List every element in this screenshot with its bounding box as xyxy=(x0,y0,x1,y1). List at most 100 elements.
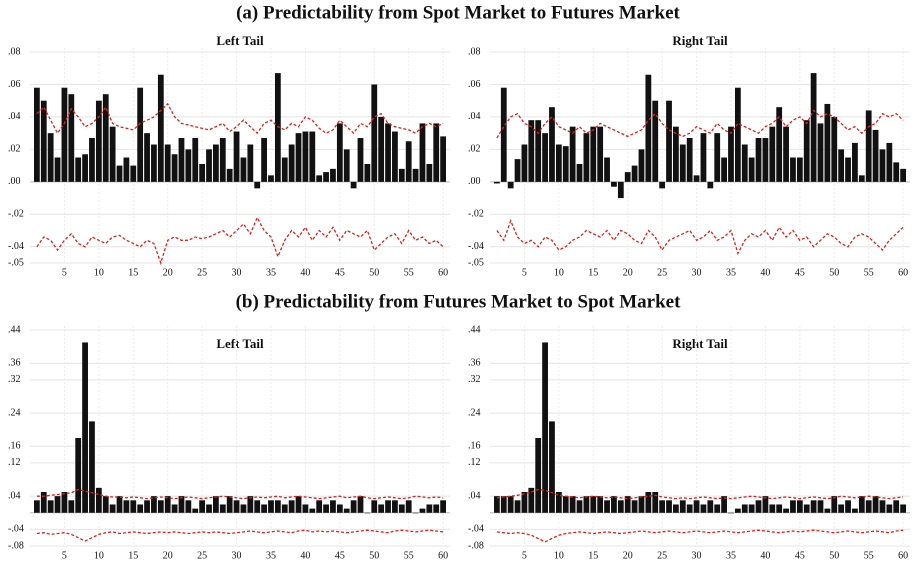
bar xyxy=(597,496,604,513)
bar xyxy=(412,512,419,514)
bar xyxy=(535,438,542,513)
bar xyxy=(748,504,755,513)
bar xyxy=(185,500,192,513)
bar xyxy=(604,500,610,513)
x-tick-label: 5 xyxy=(62,267,67,278)
y-tick-label: -.04 xyxy=(8,524,24,535)
x-tick-label: 50 xyxy=(369,550,379,561)
bar xyxy=(721,496,727,513)
y-tick-label: -.05 xyxy=(468,257,484,268)
bar xyxy=(624,496,631,513)
bar xyxy=(109,504,116,513)
panel-title: Left Tail xyxy=(216,33,264,48)
bar xyxy=(714,133,721,182)
bar xyxy=(412,168,419,182)
bar xyxy=(343,149,350,182)
y-tick-label: -.02 xyxy=(468,209,484,220)
dashed-line xyxy=(496,488,904,500)
bar xyxy=(433,123,440,182)
y-tick-label: .04 xyxy=(8,490,21,501)
bar xyxy=(309,508,316,513)
y-tick-label: .04 xyxy=(8,111,21,122)
bar xyxy=(831,496,838,513)
bar xyxy=(645,74,652,182)
x-tick-label: 40 xyxy=(760,267,770,278)
bar xyxy=(707,181,714,189)
bar xyxy=(426,504,433,513)
x-tick-label: 20 xyxy=(623,267,633,278)
bar xyxy=(130,500,137,513)
bar xyxy=(555,492,562,513)
x-tick-label: 30 xyxy=(232,550,242,561)
dashed-line xyxy=(36,488,444,500)
bar xyxy=(700,133,707,182)
y-tick-label: -.08 xyxy=(468,540,484,551)
x-tick-label: 10 xyxy=(554,267,564,278)
bar xyxy=(371,84,378,182)
bar xyxy=(61,492,68,513)
bar xyxy=(336,123,343,182)
y-tick-label: .44 xyxy=(8,324,21,335)
bar xyxy=(440,500,447,513)
bar xyxy=(748,157,755,182)
bar xyxy=(576,163,583,182)
dashed-line xyxy=(496,218,904,255)
bar xyxy=(151,496,157,513)
bar xyxy=(755,500,762,513)
bar xyxy=(192,508,199,513)
bar xyxy=(392,131,398,182)
bar xyxy=(240,504,247,513)
x-tick-label: 5 xyxy=(522,267,527,278)
x-tick-label: 35 xyxy=(726,267,736,278)
bar xyxy=(302,131,309,182)
bar xyxy=(686,138,693,182)
bar xyxy=(68,94,75,182)
bar xyxy=(405,141,412,182)
x-tick-label: 55 xyxy=(864,550,874,561)
x-tick-label: 45 xyxy=(335,267,345,278)
bar xyxy=(206,504,212,513)
bar xyxy=(164,144,171,182)
bar xyxy=(803,120,810,182)
bar xyxy=(247,144,254,182)
bar xyxy=(893,500,900,513)
y-tick-label: .00 xyxy=(468,176,481,187)
bar xyxy=(535,120,542,182)
bar xyxy=(555,144,562,182)
bar xyxy=(157,74,164,182)
bar xyxy=(831,116,838,182)
x-tick-label: 25 xyxy=(657,267,667,278)
bar xyxy=(199,163,206,182)
bar xyxy=(528,487,535,513)
bar xyxy=(549,421,555,513)
y-tick-label: -.04 xyxy=(8,241,24,252)
bar xyxy=(357,138,364,182)
bar xyxy=(728,126,734,182)
bar xyxy=(75,157,82,182)
bar xyxy=(219,504,226,513)
x-tick-label: 25 xyxy=(657,550,667,561)
bar xyxy=(562,496,569,513)
x-tick-label: 25 xyxy=(197,550,207,561)
bar xyxy=(845,500,851,513)
bar xyxy=(549,107,555,182)
y-tick-label: -.04 xyxy=(468,241,484,252)
bar xyxy=(281,157,288,182)
bar xyxy=(796,500,803,513)
bar xyxy=(261,504,267,513)
bar xyxy=(40,100,47,182)
bar xyxy=(240,157,247,182)
y-tick-label: .16 xyxy=(468,441,481,452)
bar xyxy=(590,126,597,182)
bar xyxy=(734,508,741,513)
bar xyxy=(440,136,447,182)
bar xyxy=(233,500,240,513)
bar xyxy=(40,492,47,513)
bar xyxy=(254,181,261,189)
bar xyxy=(597,126,604,182)
y-tick-label: .04 xyxy=(468,111,481,122)
bar xyxy=(659,181,666,189)
x-tick-label: 50 xyxy=(829,267,839,278)
x-tick-label: 10 xyxy=(94,267,104,278)
bar xyxy=(151,144,157,182)
